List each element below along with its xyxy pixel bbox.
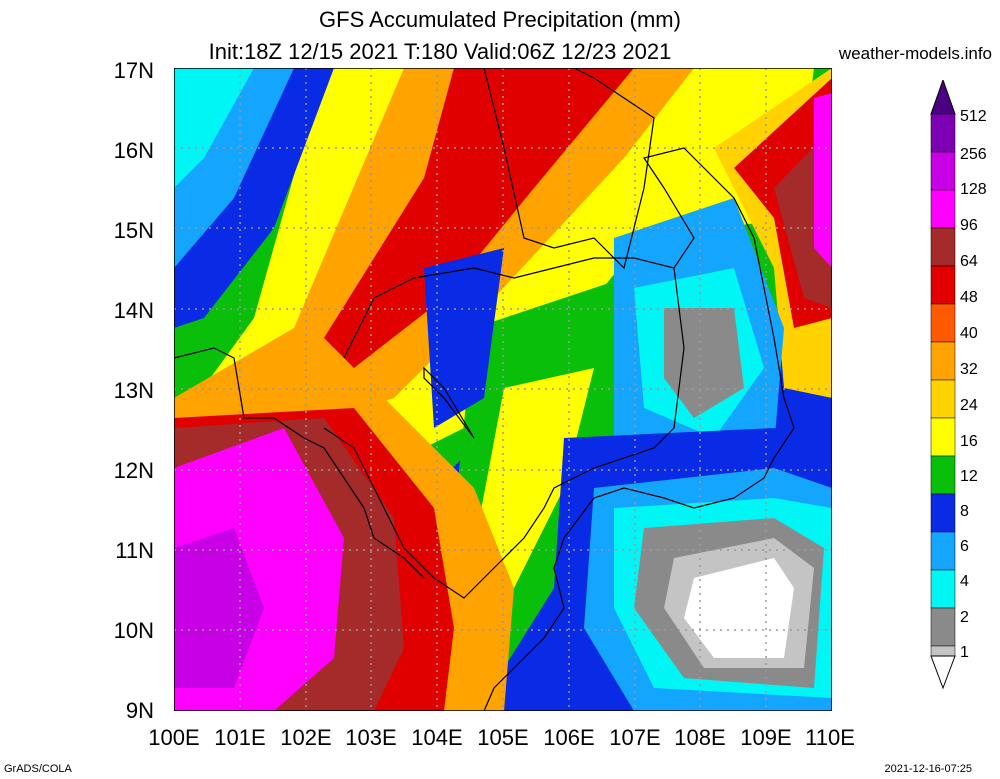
lon-label: 100E [148, 725, 200, 750]
lon-label: 108E [674, 725, 726, 750]
colorbar-label: 40 [960, 325, 978, 342]
lon-label: 110E [805, 725, 855, 750]
colorbar-label: 512 [960, 108, 987, 125]
lon-label: 109E [740, 725, 792, 750]
colorbar-label: 4 [960, 573, 969, 590]
colorbar-label: 48 [960, 289, 978, 306]
footer-right: 2021-12-16-07:25 [884, 763, 972, 775]
lon-label: 107E [609, 725, 661, 750]
lon-label: 106E [543, 725, 595, 750]
colorbar-label: 16 [960, 433, 978, 450]
footer-left: GrADS/COLA [4, 763, 72, 775]
colorbar-label: 64 [960, 253, 978, 270]
colorbar-label: 256 [960, 146, 987, 163]
lat-label: 12N [113, 458, 154, 483]
colorbar [930, 80, 956, 690]
site-credit: weather-models.info [838, 44, 992, 63]
lat-label: 11N [115, 538, 154, 563]
lat-label: 13N [113, 378, 154, 403]
colorbar-label: 12 [960, 468, 978, 485]
lat-label: 9N [125, 698, 154, 723]
lon-label: 101E [214, 725, 266, 750]
colorbar-label: 6 [960, 538, 969, 555]
lat-label: 15N [113, 218, 154, 243]
lat-label: 16N [113, 138, 154, 163]
colorbar-label: 32 [960, 361, 978, 378]
colorbar-label: 96 [960, 217, 978, 234]
lat-label: 17N [113, 58, 154, 83]
colorbar-label: 24 [960, 397, 978, 414]
colorbar-label: 2 [960, 609, 969, 626]
colorbar-label: 1 [960, 644, 969, 661]
lat-label: 14N [113, 298, 154, 323]
colorbar-label: 128 [960, 181, 987, 198]
colorbar-label: 8 [960, 503, 969, 520]
country-borders [174, 68, 795, 711]
lon-label: 103E [345, 725, 397, 750]
lon-label: 105E [477, 725, 529, 750]
lon-label: 104E [411, 725, 463, 750]
map-subtitle: Init:18Z 12/15 2021 T:180 Valid:06Z 12/2… [208, 39, 672, 64]
lat-label: 10N [113, 618, 154, 643]
map-title: GFS Accumulated Precipitation (mm) [319, 7, 681, 32]
lon-label: 102E [280, 725, 332, 750]
precipitation-map [174, 68, 832, 711]
